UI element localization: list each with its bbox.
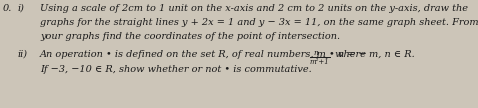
Text: Using a scale of 2cm to 1 unit on the x-axis and 2 cm to 2 units on the y-axis, : Using a scale of 2cm to 1 unit on the x-… (40, 4, 468, 13)
Text: n: n (313, 49, 318, 57)
Text: 0.: 0. (3, 4, 12, 13)
Text: your graphs find the coordinates of the point of intersection.: your graphs find the coordinates of the … (40, 32, 340, 41)
Text: graphs for the straight lines y + 2x = 1 and y − 3x = 11, on the same graph shee: graphs for the straight lines y + 2x = 1… (40, 18, 478, 27)
Text: ii): ii) (18, 50, 28, 59)
Text: where m, n ∈ R.: where m, n ∈ R. (332, 50, 415, 59)
Text: An operation • is defined on the set R, of real numbers, m • n = −: An operation • is defined on the set R, … (40, 50, 368, 59)
Text: If −3, −10 ∈ R, show whether or not • is commutative.: If −3, −10 ∈ R, show whether or not • is… (40, 65, 312, 74)
Text: i): i) (18, 4, 25, 13)
Text: m²+1: m²+1 (310, 58, 330, 66)
